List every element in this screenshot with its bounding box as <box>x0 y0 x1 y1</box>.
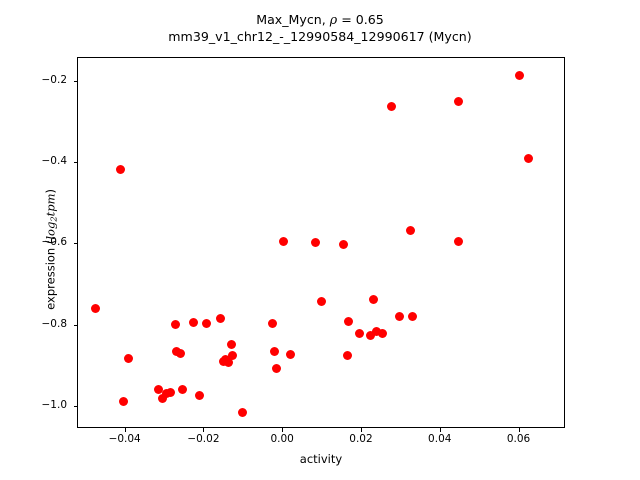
data-point <box>166 387 176 397</box>
x-tick-label: 0.06 <box>506 433 531 445</box>
y-axis-label-prefix: expression ( <box>43 239 58 310</box>
chart-title: Max_Mycn, ρ = 0.65 mm39_v1_chr12_-_12990… <box>0 12 640 45</box>
x-tick-mark <box>203 428 205 432</box>
data-point <box>344 316 354 326</box>
data-point <box>118 396 128 406</box>
y-axis-label: expression (log2tpm) <box>44 119 59 379</box>
x-tick-mark <box>124 428 126 432</box>
data-point <box>195 391 205 401</box>
data-point <box>407 311 417 321</box>
y-tick-mark <box>73 406 77 408</box>
x-tick-mark <box>518 428 520 432</box>
data-point <box>368 294 378 304</box>
data-point <box>270 347 280 357</box>
y-tick-label: −1.0 <box>41 399 68 412</box>
x-axis-label: activity <box>299 452 343 466</box>
y-tick-label: −0.8 <box>41 317 68 330</box>
chart-subtitle: mm39_v1_chr12_-_12990584_12990617 (Mycn) <box>168 28 472 44</box>
data-point <box>154 384 164 394</box>
y-axis-label-base: 2 <box>48 216 59 222</box>
chart-title-suffix: = 0.65 <box>337 12 384 27</box>
data-point <box>316 296 326 306</box>
data-point <box>372 327 382 336</box>
x-tick-mark <box>360 428 362 432</box>
y-tick-label: −0.4 <box>41 155 68 168</box>
plot-axes <box>77 57 565 428</box>
chart-title-line-1: Max_Mycn, ρ = 0.65 <box>0 12 640 29</box>
data-point <box>377 328 387 338</box>
y-tick-label: −0.6 <box>41 236 68 249</box>
x-tick-label: 0.02 <box>349 433 373 445</box>
y-axis-label-suffix: ) <box>43 189 58 194</box>
rho-symbol: ρ <box>329 12 338 27</box>
y-axis-label-tpm: tpm <box>43 193 58 217</box>
data-point <box>338 239 348 249</box>
data-point <box>271 364 281 374</box>
data-point <box>279 236 289 246</box>
y-tick-mark <box>73 162 77 164</box>
x-tick-label: −0.02 <box>187 433 220 445</box>
x-tick-label: 0.04 <box>428 433 452 445</box>
data-point <box>188 318 198 328</box>
scatter-points-layer <box>78 58 564 427</box>
data-point <box>523 153 533 163</box>
data-point <box>158 393 168 403</box>
data-point <box>237 407 247 417</box>
data-point <box>311 237 320 247</box>
y-axis-label-log: log <box>43 221 58 240</box>
data-point <box>355 328 365 338</box>
x-tick-label: 0.00 <box>270 433 294 445</box>
data-point <box>177 385 187 395</box>
data-point <box>267 319 277 329</box>
data-point <box>216 313 226 323</box>
data-point <box>342 351 352 361</box>
data-point <box>405 225 415 235</box>
data-point <box>175 349 185 359</box>
y-tick-mark <box>73 324 77 326</box>
y-tick-label: −0.2 <box>41 73 68 86</box>
y-tick-mark <box>73 80 77 82</box>
data-point <box>395 312 405 322</box>
chart-title-prefix: Max_Mycn, <box>256 12 330 27</box>
data-point <box>366 330 376 340</box>
data-point <box>91 304 101 314</box>
data-point <box>170 320 180 330</box>
data-point <box>116 164 126 174</box>
data-point <box>453 96 463 106</box>
data-point <box>124 353 134 363</box>
x-tick-mark <box>439 428 441 432</box>
data-point <box>224 357 234 367</box>
data-point <box>226 340 236 350</box>
y-tick-mark <box>73 243 77 245</box>
x-tick-label: −0.04 <box>108 433 141 445</box>
data-point <box>515 70 525 80</box>
data-point <box>201 319 211 329</box>
data-point <box>228 350 238 360</box>
data-point <box>285 349 295 359</box>
x-tick-mark <box>282 428 284 432</box>
data-point <box>387 101 397 111</box>
data-point <box>453 236 463 246</box>
